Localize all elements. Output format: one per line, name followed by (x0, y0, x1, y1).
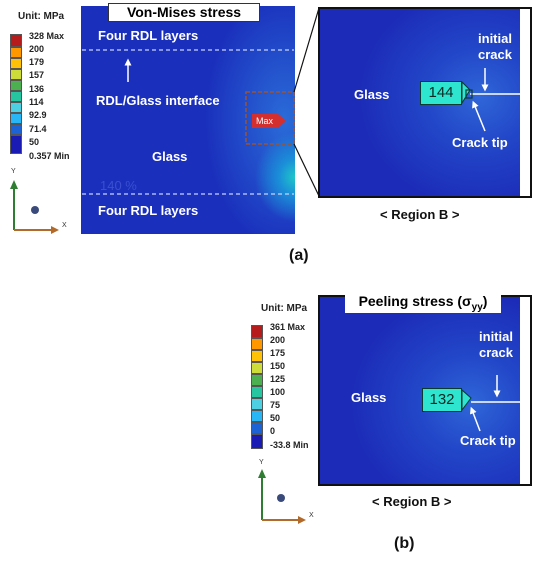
region-b-label-b: < Region B > (372, 494, 452, 509)
subfigure-a-label: (a) (289, 247, 309, 264)
region-b-label-a: < Region B > (380, 207, 460, 222)
region-b-box (245, 91, 295, 145)
tip-arrow-b (469, 406, 481, 432)
initial-crack-label-a: initial crack (478, 31, 512, 62)
legend-b-value: 150 (270, 361, 286, 371)
legend-a-value: 114 (29, 97, 44, 107)
axis-triad-a (10, 180, 59, 234)
initial-crack-label-b: initial crack (479, 329, 513, 360)
axis-a-origin-sphere (31, 206, 39, 214)
legend-b-swatch (251, 434, 263, 449)
zoom-connector-bottom (293, 143, 320, 197)
axis-a-x-label: X (62, 222, 67, 229)
legend-b-value: 175 (270, 348, 286, 358)
von-mises-title: Von-Mises stress (108, 3, 260, 22)
legend-a-value: 92.9 (29, 110, 47, 120)
legend-b-value: 100 (270, 387, 286, 397)
legend-b-swatch (251, 386, 263, 398)
axis-b-y-arrowhead (258, 469, 266, 478)
max-marker: Max (252, 114, 278, 128)
glass-label-zoom-a: Glass (354, 87, 390, 102)
axis-a-y-arrowhead (10, 180, 18, 189)
tip-arrow-a (472, 100, 486, 132)
probe-value-b: 132 (422, 388, 462, 412)
legend-b-value: 50 (270, 413, 281, 423)
legend-a-value: 136 (29, 84, 45, 94)
axis-a-y-label: Y (11, 168, 16, 175)
von-mises-contour-plot (81, 6, 295, 234)
legend-a-value: 179 (29, 57, 45, 67)
legend-a-value: 71.4 (29, 124, 47, 134)
crack-free-edge-a (520, 9, 530, 196)
legend-b-unit: Unit: MPa (261, 303, 308, 314)
legend-b-swatch (251, 398, 263, 410)
crack-tip-label-b: Crack tip (460, 433, 516, 448)
legend-a-swatch (10, 124, 22, 135)
crack-tip-marker-a (465, 89, 473, 99)
peeling-title-text: Peeling stress (σ (358, 293, 472, 309)
rdl-bottom-label: Four RDL layers (98, 203, 199, 218)
legend-b-min: -33.8 Min (270, 440, 309, 450)
legend-a-value: 157 (29, 70, 45, 80)
axis-b-origin-sphere (277, 494, 285, 502)
peeling-title-end: ) (482, 293, 488, 309)
legend-a-value: 200 (29, 44, 45, 54)
peeling-title-sub: yy (471, 301, 483, 313)
legend-a-swatch (10, 47, 22, 58)
legend-a-max: 328 Max (29, 31, 65, 41)
legend-b-value: 200 (270, 335, 286, 345)
probe-pointer-b (461, 388, 472, 412)
legend-b-swatch (251, 350, 263, 362)
legend-a-swatch (10, 34, 22, 47)
axis-triad-b (258, 469, 306, 524)
interface-label: RDL/Glass interface (96, 93, 220, 108)
legend-a-swatch (10, 135, 22, 154)
axis-b-y-label: Y (259, 459, 264, 466)
rdl-top-label: Four RDL layers (98, 28, 199, 43)
crack-free-edge-b (520, 297, 530, 484)
legend-a-value: 50 (29, 137, 40, 147)
glass-label-a: Glass (152, 149, 188, 164)
legend-a-swatch (10, 58, 22, 69)
legend-b-swatch (251, 325, 263, 338)
legend-b-value: 75 (270, 400, 281, 410)
glass-label-zoom-b: Glass (351, 390, 387, 405)
legend-b-swatch (251, 410, 263, 422)
max-marker-pointer (278, 114, 286, 128)
legend-a-swatch (10, 69, 22, 80)
legend-a-min: 0.357 Min (29, 151, 70, 161)
faint-probe-value: 140 % (100, 178, 137, 193)
legend-a-swatch (10, 113, 22, 124)
peeling-stress-title: Peeling stress (σyy) (345, 291, 501, 313)
zoom-connector-top (293, 7, 320, 93)
crack-tip-label-a: Crack tip (452, 135, 508, 150)
legend-b-swatch (251, 338, 263, 350)
legend-b-colorbar (251, 325, 263, 449)
subfigure-b-label: (b) (394, 535, 415, 552)
legend-b-value: 125 (270, 374, 286, 384)
legend-a-swatch (10, 91, 22, 102)
legend-b-max: 361 Max (270, 322, 306, 332)
axis-b-x-arrowhead (298, 516, 306, 524)
axis-a-x-arrowhead (51, 226, 59, 234)
legend-a-swatch (10, 80, 22, 91)
legend-a-unit: Unit: MPa (18, 11, 65, 22)
legend-b-swatch (251, 374, 263, 386)
legend-b-swatch (251, 422, 263, 434)
legend-a-colorbar (10, 34, 22, 154)
legend-b-swatch (251, 362, 263, 374)
axis-b-x-label: X (309, 512, 314, 519)
region-b-zoom-a (318, 7, 532, 198)
legend-a-swatch (10, 102, 22, 113)
legend-b-value: 0 (270, 426, 276, 436)
